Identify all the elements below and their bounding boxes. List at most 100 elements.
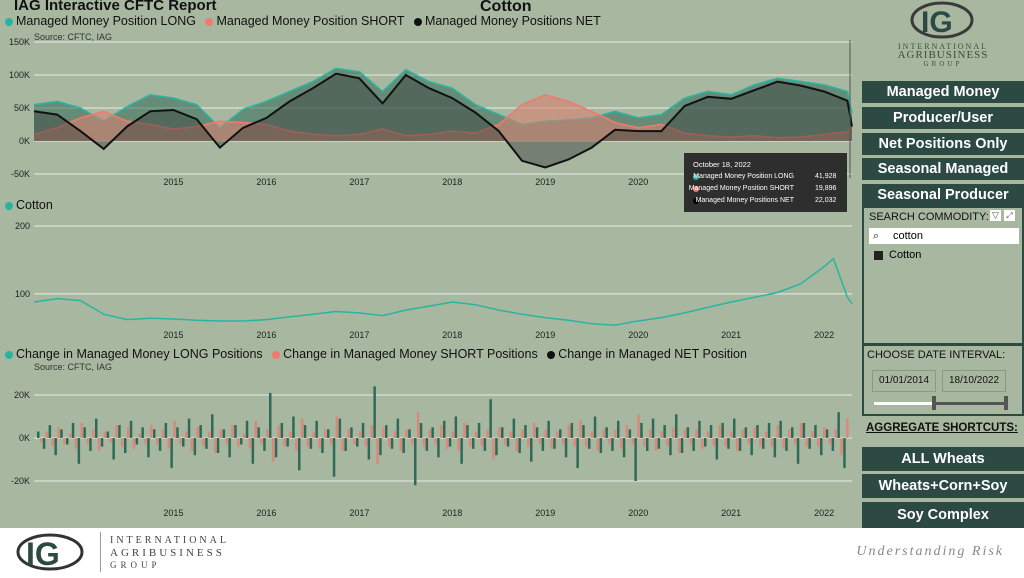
- change-bar: [677, 438, 681, 453]
- chart3-x-tick: 2020: [628, 508, 648, 518]
- chart1-y-tick: -50K: [11, 169, 30, 179]
- change-bar: [153, 429, 156, 438]
- tooltip-row-short: Managed Money Position SHORT 19,896: [684, 185, 847, 195]
- tooltip-dot-short: [693, 186, 699, 192]
- agg-wheats-corn-soy[interactable]: Wheats+Corn+Soy: [862, 474, 1024, 498]
- expand-icon[interactable]: ⤢: [1004, 210, 1015, 221]
- change-bar: [190, 438, 194, 451]
- change-bar: [472, 438, 475, 449]
- price-chart[interactable]: 200 100 2015 2016 2017 2018 2019 2020 2021 2022: [0, 214, 862, 344]
- search-result-item[interactable]: Cotton: [874, 248, 921, 262]
- search-input[interactable]: ⌕ cotton: [869, 228, 1019, 244]
- change-bar: [286, 438, 289, 447]
- chart3-source: Source: CFTC, IAG: [34, 362, 113, 372]
- chart1-x-tick: 2016: [256, 177, 276, 187]
- nav-seasonal-managed[interactable]: Seasonal Managed: [862, 158, 1024, 180]
- legend-item-short[interactable]: Managed Money Position SHORT: [205, 14, 405, 28]
- date-slider-handle-end[interactable]: [1004, 396, 1008, 410]
- change-bar: [660, 431, 663, 438]
- date-to-input[interactable]: 18/10/2022: [942, 370, 1006, 392]
- nav-producer-user[interactable]: Producer/User: [862, 107, 1024, 129]
- footer-tagline: Understanding Risk: [856, 544, 1004, 559]
- change-bar: [779, 420, 782, 438]
- change-bar: [135, 438, 139, 445]
- change-bar: [202, 438, 205, 447]
- change-bar: [712, 438, 716, 447]
- change-bar: [663, 425, 666, 438]
- change-bar: [205, 438, 208, 449]
- change-bar: [405, 429, 408, 438]
- change-bar: [332, 438, 336, 477]
- search-label: SEARCH COMMODITY:: [869, 211, 989, 223]
- chart3-x-tick: 2015: [163, 508, 183, 518]
- change-bar: [608, 438, 611, 445]
- change-bar: [86, 438, 89, 445]
- change-bar: [245, 420, 249, 438]
- change-bar: [327, 429, 330, 438]
- nav-seasonal-producer[interactable]: Seasonal Producer: [862, 184, 1024, 206]
- change-bar: [42, 438, 46, 449]
- chart3-x-tick: 2022: [814, 508, 834, 518]
- change-bar: [527, 438, 530, 447]
- agg-all-wheats[interactable]: ALL Wheats: [862, 447, 1024, 471]
- change-bar: [547, 420, 550, 438]
- change-bar: [634, 438, 637, 481]
- legend-item-chg-net[interactable]: Change in Managed NET Position: [547, 347, 747, 361]
- change-bar: [553, 438, 556, 449]
- change-bar: [277, 425, 281, 438]
- legend-item-long[interactable]: Managed Money Position LONG: [5, 14, 196, 28]
- date-slider-handle-start[interactable]: [932, 396, 936, 410]
- nav-managed-money[interactable]: Managed Money: [862, 81, 1024, 103]
- change-bar: [715, 438, 719, 460]
- change-bar: [167, 438, 170, 449]
- legend-item-net[interactable]: Managed Money Positions NET: [414, 14, 601, 28]
- positions-chart[interactable]: 150K 100K 50K 0K -50K 2015 2016 2017 2018 2019 202…: [0, 38, 862, 193]
- change-bar: [309, 438, 313, 449]
- change-bar: [350, 427, 353, 439]
- commodity-title: Cotton: [480, 0, 532, 15]
- change-bar: [625, 425, 629, 438]
- chart2-x-tick: 2018: [442, 330, 462, 340]
- change-bar: [263, 438, 266, 451]
- change-bar: [411, 438, 414, 445]
- change-bar: [811, 431, 814, 438]
- chart3-x-tick: 2018: [442, 508, 462, 518]
- change-bar: [216, 438, 220, 453]
- change-bar: [257, 427, 260, 439]
- change-bar: [640, 423, 643, 438]
- legend-item-cotton[interactable]: Cotton: [5, 198, 53, 212]
- chart3-x-tick: 2017: [349, 508, 369, 518]
- change-bar: [80, 423, 83, 438]
- footer-brand-line2: AGRIBUSINESS: [110, 547, 225, 559]
- change-bar: [341, 438, 344, 451]
- agg-soy-complex[interactable]: Soy Complex: [862, 502, 1024, 528]
- legend-label-net: Managed Money Positions NET: [425, 14, 601, 28]
- change-bar: [796, 438, 800, 464]
- change-bar: [199, 425, 202, 438]
- change-bar: [118, 425, 121, 438]
- legend-item-chg-short[interactable]: Change in Managed Money SHORT Positions: [272, 347, 538, 361]
- changes-chart[interactable]: 20K 0K -20K 2015 2016 2017 2018 2019 2020 2021 202…: [0, 372, 862, 524]
- legend-dot-chg-net: [547, 350, 556, 359]
- date-from-input[interactable]: 01/01/2014: [872, 370, 936, 392]
- change-bar: [155, 438, 159, 445]
- change-bar: [477, 423, 481, 438]
- legend-dot-cotton: [5, 201, 13, 210]
- change-bar: [364, 438, 368, 447]
- legend-item-chg-long[interactable]: Change in Managed Money LONG Positions: [5, 347, 263, 361]
- change-bar: [495, 438, 498, 456]
- search-icon: ⌕: [873, 230, 880, 242]
- nav-net-positions[interactable]: Net Positions Only: [862, 133, 1024, 155]
- result-checkbox[interactable]: [874, 250, 883, 260]
- chart2-x-tick: 2022: [814, 330, 834, 340]
- change-bar: [567, 425, 571, 438]
- change-bar: [550, 438, 553, 449]
- change-bar: [361, 423, 365, 438]
- tooltip-value-short: 19,896: [815, 185, 837, 192]
- change-bar: [617, 420, 620, 438]
- change-bar: [544, 429, 547, 438]
- chart2-y-tick: 100: [15, 289, 30, 299]
- change-bar: [518, 438, 521, 453]
- change-bar: [733, 418, 736, 438]
- filter-icon[interactable]: ▽: [990, 210, 1001, 221]
